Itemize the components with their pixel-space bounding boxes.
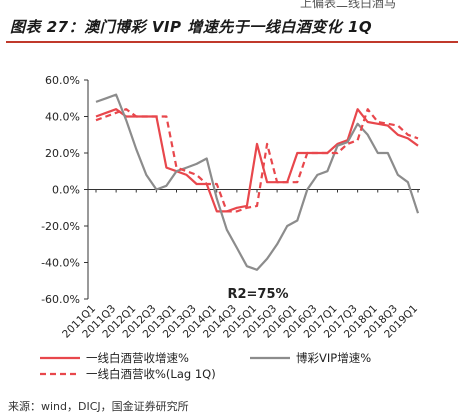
series-line-3 <box>95 108 419 213</box>
legend-label: 一线白酒营收%(Lag 1Q) <box>86 367 216 381</box>
cropped-header-fragment: 上偏表二线白酒马 <box>300 0 397 10</box>
legend: 一线白酒营收增速% 博彩VIP增速% 一线白酒营收%(Lag 1Q) <box>40 351 371 381</box>
series-layer <box>95 93 420 271</box>
series-line-1 <box>95 108 419 213</box>
y-axis: -60.0% -40.0% -20.0% 0.0% 20.0% 40.0% 60.0% <box>41 74 89 306</box>
figure-title-bar: 图表 27：澳门博彩 VIP 增速先于一线白酒变化 1Q <box>6 14 458 43</box>
y-tick-label: 20.0% <box>45 147 80 160</box>
y-tick-label: 60.0% <box>45 74 80 87</box>
legend-label: 一线白酒营收增速% <box>86 351 189 365</box>
legend-label: 博彩VIP增速% <box>296 351 371 365</box>
y-tick-label: 0.0% <box>52 184 80 197</box>
y-tick-label: -40.0% <box>41 257 80 270</box>
figure-title: 图表 27：澳门博彩 VIP 增速先于一线白酒变化 1Q <box>10 18 373 36</box>
source-note: 来源：wind，DICJ，国金证券研究所 <box>8 400 189 413</box>
line-chart: -60.0% -40.0% -20.0% 0.0% 20.0% 40.0% 60.0% 20… <box>40 74 420 381</box>
series-line-2 <box>95 93 420 271</box>
x-axis: 2011Q12011Q32012Q12012Q32013Q12013Q32014… <box>60 189 420 341</box>
y-tick-label: 40.0% <box>45 111 80 124</box>
r-squared-annotation: R2=75% <box>227 287 288 302</box>
y-tick-label: -20.0% <box>41 220 80 233</box>
title-underline <box>6 41 458 43</box>
y-tick-label: -60.0% <box>41 293 80 306</box>
